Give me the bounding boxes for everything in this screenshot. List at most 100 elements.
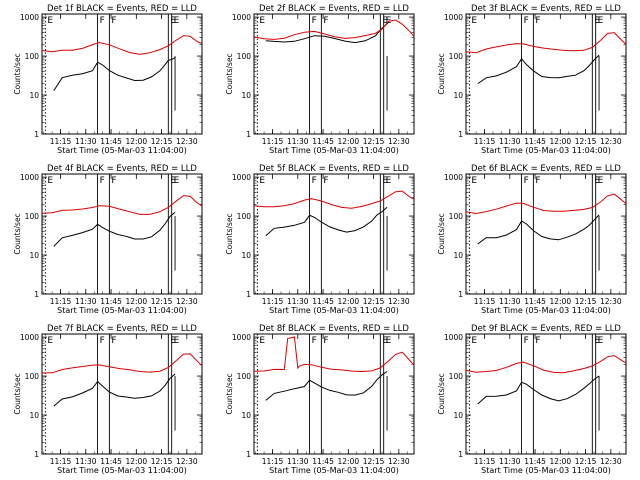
y-axis-label: Counts/sec <box>437 213 446 254</box>
y-tick-label: 1000 <box>232 333 251 342</box>
time-marker-label: F <box>312 16 317 26</box>
time-marker-label: E <box>170 336 176 346</box>
x-tick-label: 11:30 <box>499 457 521 466</box>
time-marker-label: F <box>111 336 116 346</box>
x-tick-label: 12:30 <box>388 457 410 466</box>
y-tick-label: 10 <box>29 251 39 260</box>
time-marker-label: E <box>382 176 388 186</box>
x-tick-label: 11:30 <box>287 297 309 306</box>
x-tick-label: 12:00 <box>550 137 572 146</box>
y-axis-label: Counts/sec <box>437 53 446 94</box>
time-marker-label: E <box>259 336 265 346</box>
x-tick-label: 12:30 <box>600 457 622 466</box>
time-marker-label: F <box>100 336 105 346</box>
panel-title: Det 1f BLACK = Events, RED = LLD <box>47 4 197 14</box>
time-marker-label: F <box>323 336 328 346</box>
time-marker-label: E <box>594 16 600 26</box>
y-tick-label: 10 <box>29 91 39 100</box>
y-axis-label: Counts/sec <box>13 373 22 414</box>
time-marker-label: F <box>535 16 540 26</box>
x-tick-label: 11:45 <box>100 457 122 466</box>
x-axis-label: Start Time (05-Mar-03 11:04:00) <box>481 466 611 475</box>
y-axis-label: Counts/sec <box>13 213 22 254</box>
series-line-events <box>265 21 390 44</box>
y-tick-label: 1000 <box>444 173 463 182</box>
time-marker-label: E <box>471 16 477 26</box>
plot-frame <box>465 173 627 295</box>
detector-panel-4: Det 4f BLACK = Events, RED = LLD 1 10 100 10… <box>13 164 203 315</box>
y-tick-label: 100 <box>449 372 464 381</box>
y-tick-label: 10 <box>241 411 251 420</box>
y-tick-label: 100 <box>25 372 40 381</box>
time-marker-label: F <box>535 336 540 346</box>
y-tick-label: 1000 <box>444 333 463 342</box>
x-tick-label: 11:30 <box>75 297 97 306</box>
series-line-lld <box>41 35 203 55</box>
x-tick-label: 11:45 <box>312 457 334 466</box>
x-tick-label: 12:00 <box>126 137 148 146</box>
time-marker-label: E <box>598 16 604 26</box>
x-tick-label: 12:00 <box>126 297 148 306</box>
detector-panel-9: Det 9f BLACK = Events, RED = LLD 1 10 100 10… <box>437 324 627 475</box>
time-marker-label: E <box>259 176 265 186</box>
y-tick-label: 10 <box>453 251 463 260</box>
plot-frame <box>253 333 415 455</box>
detector-panel-7: Det 7f BLACK = Events, RED = LLD 1 10 100 10… <box>13 324 203 475</box>
x-tick-label: 12:15 <box>151 457 173 466</box>
x-tick-label: 11:30 <box>499 297 521 306</box>
detector-panel-5: Det 5f BLACK = Events, RED = LLD 1 10 100 10… <box>225 164 415 315</box>
x-tick-label: 11:15 <box>262 297 284 306</box>
y-tick-label: 1000 <box>444 13 463 22</box>
y-tick-label: 100 <box>25 52 40 61</box>
x-tick-label: 12:00 <box>126 457 148 466</box>
detector-panel-1: Det 1f BLACK = Events, RED = LLD 1 10 100 10… <box>13 4 203 155</box>
series-line-events <box>53 57 176 91</box>
y-tick-label: 1 <box>246 450 251 459</box>
plot-frame <box>465 13 627 135</box>
detector-panel-6: Det 6f BLACK = Events, RED = LLD 1 10 100 10… <box>437 164 627 315</box>
plot-frame <box>465 333 627 455</box>
panel-title: Det 6f BLACK = Events, RED = LLD <box>471 164 621 174</box>
x-tick-label: 12:30 <box>600 137 622 146</box>
x-tick-label: 12:30 <box>176 457 198 466</box>
panel-title: Det 5f BLACK = Events, RED = LLD <box>259 164 409 174</box>
x-axis-label: Start Time (05-Mar-03 11:04:00) <box>57 466 187 475</box>
time-marker-label: E <box>174 16 180 26</box>
y-tick-label: 1 <box>34 130 39 139</box>
time-marker-label: E <box>471 336 477 346</box>
time-marker-label: F <box>323 176 328 186</box>
plot-frame <box>41 333 203 455</box>
series-line-lld <box>465 32 627 54</box>
x-tick-label: 12:15 <box>151 297 173 306</box>
series-line-events <box>53 373 176 407</box>
x-axis-label: Start Time (05-Mar-03 11:04:00) <box>269 466 399 475</box>
time-marker-label: E <box>170 176 176 186</box>
x-tick-label: 12:30 <box>176 137 198 146</box>
y-tick-label: 10 <box>453 411 463 420</box>
x-axis-label: Start Time (05-Mar-03 11:04:00) <box>269 146 399 155</box>
x-axis-label: Start Time (05-Mar-03 11:04:00) <box>57 306 187 315</box>
plot-frame <box>253 13 415 135</box>
x-tick-label: 11:15 <box>262 137 284 146</box>
series-line-events <box>477 214 600 245</box>
time-marker-label: F <box>524 16 529 26</box>
y-tick-label: 100 <box>449 52 464 61</box>
series-line-events <box>265 206 388 237</box>
y-tick-label: 1 <box>458 130 463 139</box>
x-tick-label: 11:30 <box>499 137 521 146</box>
y-tick-label: 1 <box>246 290 251 299</box>
time-marker-label: F <box>524 336 529 346</box>
x-axis-label: Start Time (05-Mar-03 11:04:00) <box>269 306 399 315</box>
y-tick-label: 100 <box>25 212 40 221</box>
x-tick-label: 11:15 <box>474 457 496 466</box>
time-marker-label: E <box>382 16 388 26</box>
y-tick-label: 1 <box>458 450 463 459</box>
x-tick-label: 12:30 <box>388 137 410 146</box>
series-line-lld <box>41 195 203 215</box>
panel-title: Det 4f BLACK = Events, RED = LLD <box>47 164 197 174</box>
y-tick-label: 1000 <box>232 173 251 182</box>
x-axis-label: Start Time (05-Mar-03 11:04:00) <box>481 146 611 155</box>
time-marker-label: F <box>100 176 105 186</box>
x-tick-label: 11:15 <box>474 137 496 146</box>
